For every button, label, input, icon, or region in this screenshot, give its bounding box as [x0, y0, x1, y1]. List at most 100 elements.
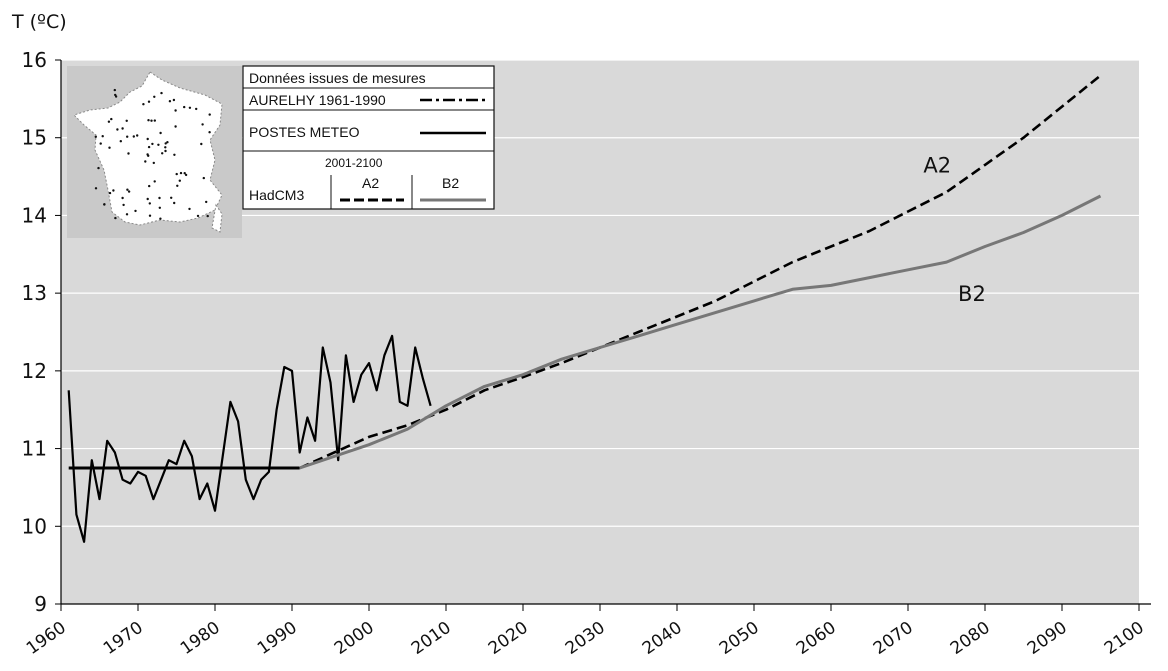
station-dot — [168, 100, 172, 103]
station-dot — [148, 202, 151, 205]
station-dot — [159, 131, 162, 135]
station-dot — [146, 137, 149, 141]
legend-postes-label: POSTES METEO — [249, 124, 360, 140]
legend-period-label: 2001-2100 — [325, 156, 383, 170]
station-dot — [164, 146, 167, 149]
station-dot — [125, 213, 129, 216]
station-dot — [176, 184, 179, 187]
legend-aurelhy-label: AURELHY 1961-1990 — [249, 92, 386, 108]
station-dot — [94, 187, 98, 190]
station-dot — [153, 119, 156, 122]
station-dot — [142, 103, 145, 106]
x-tick-label: 2070 — [870, 618, 917, 659]
series-annotations: A2 B2 — [923, 154, 985, 306]
station-dot — [200, 142, 203, 146]
station-dot — [94, 135, 98, 138]
station-dot — [108, 146, 111, 149]
station-dot — [201, 123, 204, 126]
station-dot — [126, 188, 129, 191]
station-dot — [158, 206, 161, 209]
legend-b2-label: B2 — [442, 175, 459, 191]
station-dot — [146, 197, 149, 201]
station-dot — [148, 184, 151, 188]
station-dot — [114, 93, 117, 97]
station-dot — [127, 152, 130, 155]
station-dot — [134, 209, 137, 213]
x-tick-label: 1980 — [177, 618, 224, 659]
france-map-icon — [73, 71, 223, 233]
station-dot — [147, 119, 150, 122]
y-tick-label: 13 — [22, 281, 47, 305]
x-tick-label: 2100 — [1101, 618, 1148, 659]
station-dot — [164, 149, 167, 153]
station-dot — [103, 203, 106, 206]
station-dot — [205, 200, 208, 204]
station-dot — [97, 166, 100, 170]
station-dot — [184, 173, 188, 177]
y-tick-label: 9 — [34, 592, 47, 616]
x-tick-label: 2010 — [408, 618, 455, 659]
station-dot — [153, 95, 156, 99]
y-tick-label: 10 — [22, 514, 47, 538]
y-tick-label: 11 — [22, 437, 47, 461]
station-dot — [157, 143, 160, 146]
y-tick-label: 15 — [22, 126, 47, 150]
station-dot — [148, 214, 152, 217]
station-dot — [108, 191, 112, 195]
station-dot — [151, 142, 154, 146]
station-dot — [122, 203, 125, 207]
y-tick-label: 14 — [22, 203, 47, 227]
series-annotation: A2 — [923, 154, 951, 178]
station-dot — [112, 189, 115, 192]
station-dot — [173, 153, 176, 156]
station-dot — [107, 120, 111, 123]
station-dot — [173, 201, 176, 205]
legend-a2-label: A2 — [362, 175, 379, 191]
station-dot — [150, 119, 153, 122]
station-dot — [113, 88, 117, 92]
station-dot — [99, 142, 102, 145]
station-dot — [153, 180, 156, 183]
station-dot — [152, 161, 155, 165]
station-dot — [178, 179, 181, 182]
station-dot — [188, 106, 192, 110]
series-annotation: B2 — [958, 282, 986, 306]
station-dot — [208, 131, 211, 134]
station-dot — [175, 172, 178, 176]
station-dot — [127, 190, 131, 193]
y-tick-label: 16 — [22, 48, 47, 72]
station-dot — [183, 105, 186, 109]
series-line-postes-meteo — [67, 334, 432, 543]
station-dot — [206, 214, 209, 218]
y-axis-label: T (ºC) — [11, 11, 67, 33]
station-dot — [126, 135, 129, 138]
station-dot — [174, 109, 177, 112]
x-tick-label: 2090 — [1024, 618, 1071, 659]
station-dot — [116, 128, 119, 131]
series-line-a2 — [299, 74, 1102, 470]
station-dot — [119, 140, 123, 143]
station-dot — [164, 142, 167, 145]
x-tick-label: 1990 — [254, 618, 301, 659]
y-axis-ticks: 9 10 11 12 13 14 15 16 — [22, 48, 61, 616]
x-tick-label: 2040 — [639, 618, 686, 659]
x-tick-label: 2020 — [485, 618, 532, 659]
station-dot — [208, 113, 211, 116]
x-tick-label: 2050 — [716, 618, 763, 659]
station-dot — [196, 214, 200, 218]
station-dot — [172, 98, 176, 102]
legend: Données issues de mesures AURELHY 1961-1… — [67, 65, 495, 238]
legend-model-label: HadCM3 — [249, 187, 304, 203]
station-dot — [144, 160, 147, 163]
station-dot — [136, 134, 139, 137]
x-tick-label: 2080 — [947, 618, 994, 659]
x-axis-ticks: 1960 1970 1980 1990 2000 2010 2020 2030 2040 2050… — [23, 604, 1148, 659]
x-tick-label: 1970 — [100, 618, 147, 659]
y-tick-label: 12 — [22, 359, 47, 383]
station-dot — [132, 135, 135, 138]
station-dot — [158, 196, 161, 200]
station-dot — [146, 153, 149, 156]
station-dot — [159, 217, 162, 220]
station-dot — [188, 207, 191, 211]
